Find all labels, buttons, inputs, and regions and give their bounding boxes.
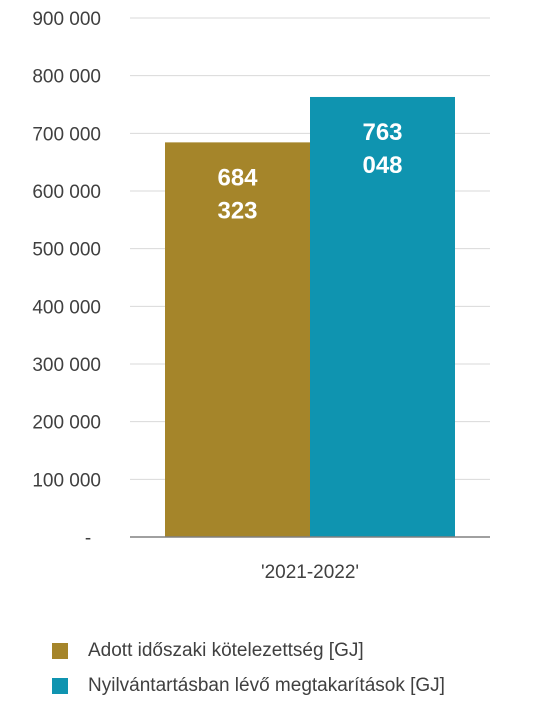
- bar-chart: - 100 000 200 000 300 000 400 000 500 000 600 …: [32, 9, 490, 583]
- legend-item-obligation: Adott időszaki kötelezettség [GJ]: [52, 638, 445, 664]
- y-tick-label: 700 000: [32, 124, 101, 145]
- bar: [310, 96, 455, 538]
- y-tick-label: 200 000: [32, 413, 101, 434]
- data-label: 323: [217, 197, 257, 224]
- y-tick-label: -: [85, 528, 91, 549]
- y-tick-label: 500 000: [32, 240, 101, 261]
- legend: Adott időszaki kötelezettség [GJ] Nyilvá…: [52, 638, 445, 708]
- y-tick-label: 600 000: [32, 182, 101, 203]
- legend-swatch-obligation: [52, 643, 68, 659]
- legend-item-savings: Nyilvántartásban lévő megtakarítások [GJ…: [52, 673, 445, 699]
- legend-label-obligation: Adott időszaki kötelezettség [GJ]: [88, 640, 364, 661]
- x-tick-label: '2021-2022': [261, 562, 359, 583]
- y-tick-label: 800 000: [32, 67, 101, 88]
- data-label: 684: [217, 164, 258, 191]
- legend-swatch-savings: [52, 678, 68, 694]
- data-label: 048: [362, 152, 402, 179]
- y-tick-label: 100 000: [32, 470, 101, 491]
- y-tick-label: 300 000: [32, 355, 101, 376]
- data-label: 763: [362, 119, 402, 146]
- bar: [165, 142, 310, 538]
- y-tick-label: 900 000: [32, 9, 101, 30]
- y-tick-label: 400 000: [32, 297, 101, 318]
- legend-label-savings: Nyilvántartásban lévő megtakarítások [GJ…: [88, 675, 445, 696]
